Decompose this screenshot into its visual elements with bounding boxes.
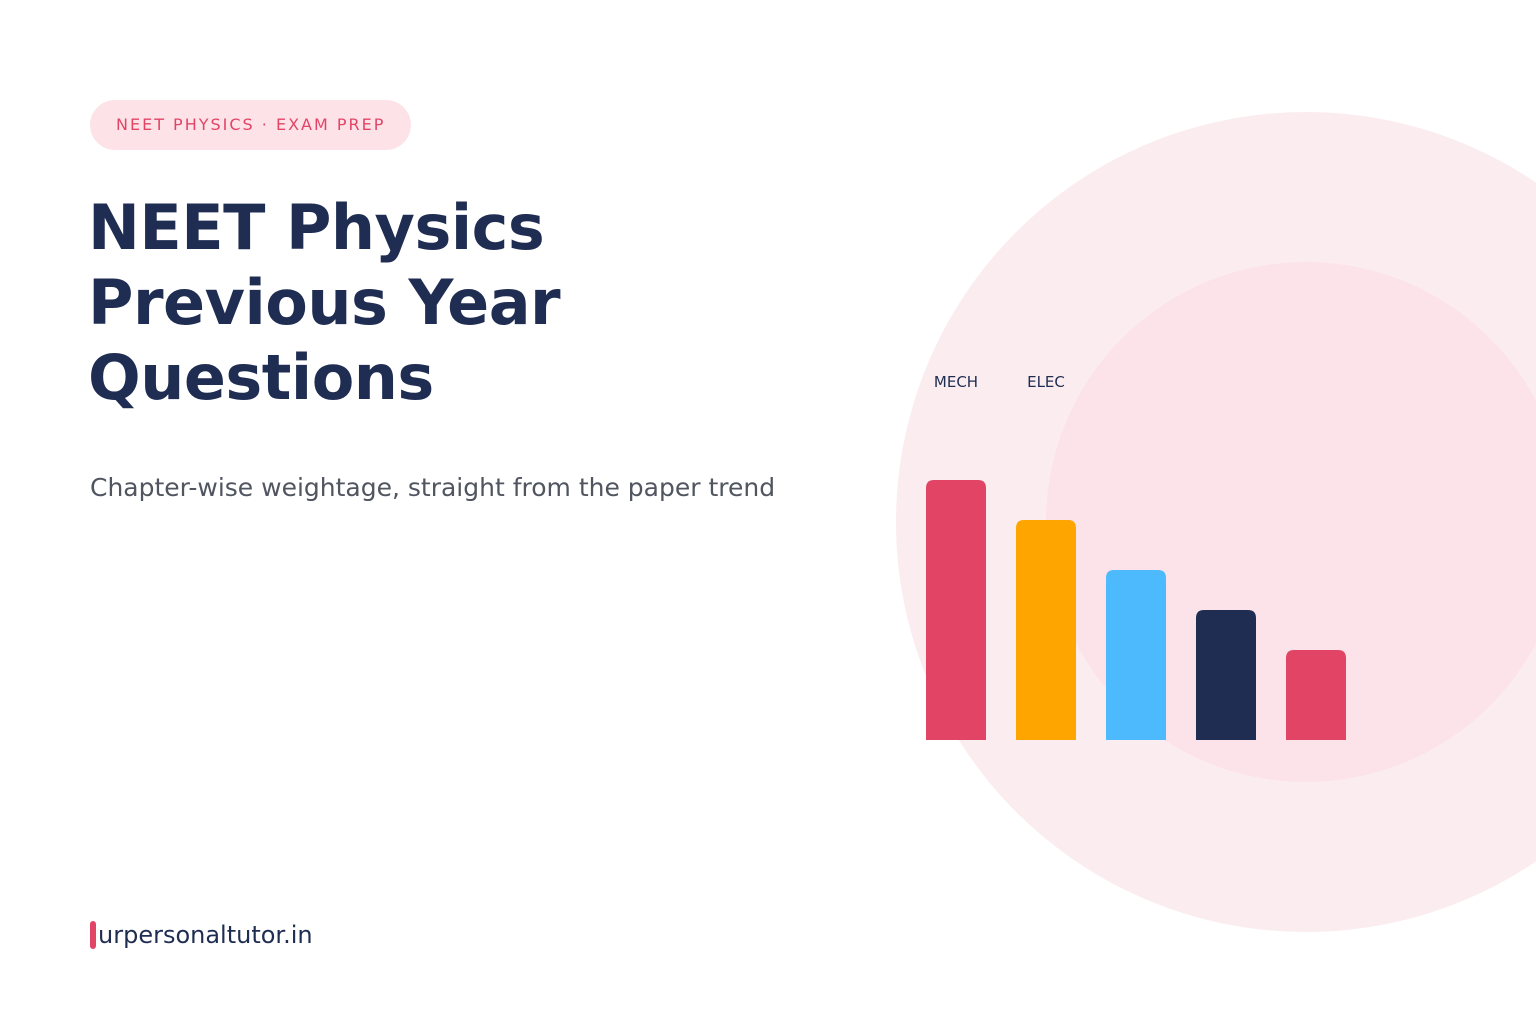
bar-5 xyxy=(1286,650,1346,740)
bar-label-mech: MECH xyxy=(934,373,978,391)
brand-accent-bar xyxy=(90,921,96,949)
bar-1 xyxy=(926,480,986,740)
page-title: NEET Physics Previous Year Questions xyxy=(88,190,708,415)
bar-label-elec: ELEC xyxy=(1027,373,1065,391)
brand-link[interactable]: urpersonaltutor.in xyxy=(90,918,313,952)
bar-3 xyxy=(1106,570,1166,740)
category-badge: NEET PHYSICS · EXAM PREP xyxy=(90,100,412,150)
title-line-3: Questions xyxy=(88,341,434,414)
bar-2 xyxy=(1016,520,1076,740)
title-line-2: Previous Year xyxy=(88,266,561,339)
title-line-1: NEET Physics xyxy=(88,191,545,264)
brand-text: urpersonaltutor.in xyxy=(98,921,313,949)
bar-4 xyxy=(1196,610,1256,740)
subtitle: Chapter-wise weightage, straight from th… xyxy=(90,473,776,502)
